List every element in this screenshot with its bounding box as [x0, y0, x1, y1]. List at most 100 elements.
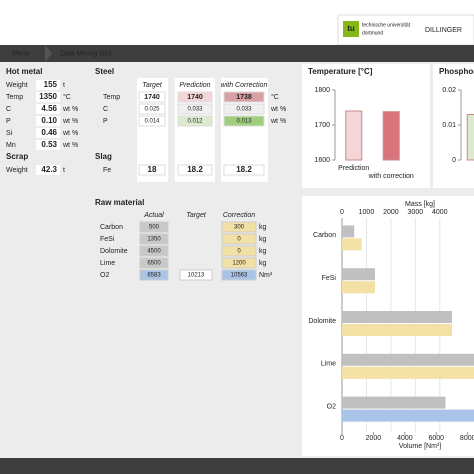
bar [342, 225, 355, 238]
unit: t [63, 82, 65, 89]
x2-tick-label: 8000 [460, 435, 474, 442]
unit: wt % [62, 142, 78, 149]
bar [382, 111, 400, 161]
y-tick-label: 0.02 [442, 87, 456, 94]
y-tick-label: 0 [452, 157, 456, 164]
value-box [221, 233, 257, 245]
row-label: P [103, 118, 108, 125]
value: 1350 [147, 237, 161, 243]
value: 4500 [147, 249, 161, 255]
y-tick-label: Lime [321, 361, 336, 368]
row-label: Temp [103, 94, 120, 101]
bar [342, 396, 446, 409]
x-tick-label: 4000 [432, 209, 448, 216]
unit: kg [259, 260, 267, 267]
y-tick-label: Dolomite [308, 318, 336, 325]
column-header: Target [142, 82, 163, 89]
unit: kg [259, 236, 267, 243]
logo: tu [347, 24, 355, 33]
city-name: dortmund [362, 30, 383, 36]
chart-title: Temperature [°C] [308, 67, 373, 76]
value: 155 [44, 80, 58, 89]
section-title: Scrap [6, 152, 28, 161]
y-tick-label: 1700 [314, 122, 330, 129]
unit: wt % [270, 118, 286, 125]
value: 0.033 [236, 107, 252, 113]
value-box [223, 115, 265, 127]
value: 300 [234, 225, 245, 231]
unit: wt % [62, 130, 78, 137]
x-tick-label: Prediction [338, 165, 369, 172]
value: 0.46 [41, 128, 57, 137]
row-label: Dolomite [100, 248, 128, 255]
partner-logo: DILLINGER [425, 27, 462, 34]
value: 10563 [231, 273, 248, 279]
value: 6583 [147, 273, 161, 279]
bar [345, 110, 363, 161]
value: 18.2 [187, 165, 203, 174]
row-label: Lime [100, 260, 115, 267]
x2-tick-label: 6000 [428, 435, 444, 442]
nav-tab[interactable]: Data Mining GUI [60, 50, 112, 57]
bar [342, 409, 474, 422]
unit: wt % [62, 118, 78, 125]
value: 42.3 [41, 165, 57, 174]
row-label: P [6, 118, 11, 125]
unit: t [63, 167, 65, 174]
value: 0 [237, 237, 241, 243]
unit: wt % [62, 106, 78, 113]
axis-title: Volume [Nm³] [399, 443, 441, 450]
x2-tick-label: 2000 [366, 435, 382, 442]
y-tick-label: 1800 [314, 87, 330, 94]
row-label: FeSi [100, 236, 115, 243]
value-box [139, 221, 169, 233]
row-label: Fe [103, 167, 111, 174]
unit: wt % [270, 106, 286, 113]
value-box [139, 257, 169, 269]
value: 1200 [232, 261, 246, 267]
nav-menu[interactable]: Menu [12, 50, 30, 57]
value: 0.014 [144, 119, 160, 125]
value-box [138, 91, 166, 103]
value: 6500 [147, 261, 161, 267]
x2-tick-label: 0 [340, 435, 344, 442]
unit: kg [259, 224, 267, 231]
row-label: O2 [100, 272, 109, 279]
value-box [221, 269, 257, 281]
bar [342, 324, 452, 336]
value-box [221, 245, 257, 257]
value-box [138, 164, 166, 176]
chart-title: Phosphoro [439, 67, 474, 76]
x2-tick-label: 4000 [397, 435, 413, 442]
value: 0.53 [41, 140, 57, 149]
row-label: C [6, 106, 11, 113]
column-header: Correction [223, 212, 255, 219]
row-label: Carbon [100, 224, 123, 231]
value: 0.033 [187, 107, 203, 113]
value-box [36, 128, 60, 138]
section-title: Steel [95, 67, 114, 76]
value-box [36, 140, 60, 150]
column-header: Actual [143, 212, 164, 219]
y-tick-label: 1600 [314, 157, 330, 164]
value-box [138, 103, 166, 115]
unit: °C [63, 93, 71, 101]
value-box [221, 257, 257, 269]
y-tick-label: FeSi [322, 275, 337, 282]
row-label: Weight [6, 82, 28, 89]
bar [342, 268, 375, 281]
section-title: Raw material [95, 198, 144, 207]
value-box [36, 116, 60, 126]
y-tick-label: O2 [327, 403, 336, 410]
value: 1350 [39, 92, 57, 101]
x-tick-label: 1000 [359, 209, 375, 216]
value-box [36, 104, 60, 114]
row-label: Mn [6, 142, 16, 149]
value-box [36, 165, 60, 175]
x-tick-label: 0 [340, 209, 344, 216]
row-label: Si [6, 130, 13, 137]
value-box [223, 103, 265, 115]
logo-box [343, 21, 359, 37]
axis-title: Mass [kg] [405, 201, 435, 208]
